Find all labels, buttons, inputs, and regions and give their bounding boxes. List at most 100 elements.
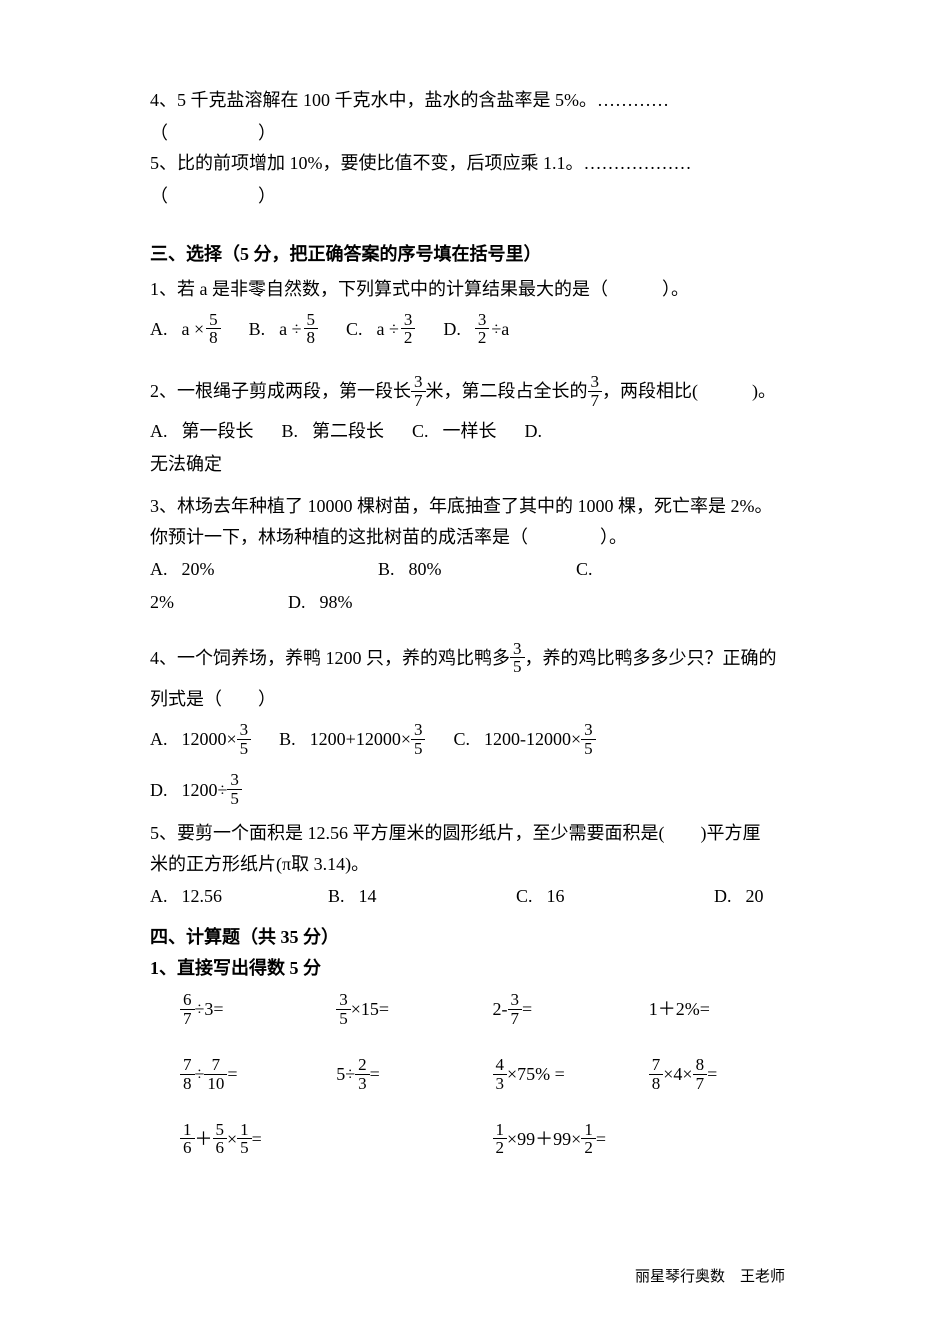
s3-q3-opts: A.20% B.80% C. — [150, 554, 805, 585]
footer-credit: 丽星琴行奥数 王老师 — [635, 1264, 785, 1290]
optA-pre: a × — [182, 314, 205, 345]
d: 2 — [475, 328, 490, 347]
d: 10 — [204, 1074, 227, 1093]
d: 7 — [588, 391, 603, 410]
r2c4: 78 ×4× 87 = — [649, 1056, 805, 1093]
f: 35 — [411, 721, 426, 758]
s3-q1-optB: B. a ÷ 58 — [249, 311, 318, 348]
r2c1: 78 ÷ 710 = — [180, 1056, 336, 1093]
n: 3 — [475, 311, 490, 329]
n: 1 — [180, 1121, 195, 1139]
l: A. — [150, 416, 168, 447]
t: 98% — [320, 587, 353, 618]
d: 2 — [493, 1138, 508, 1157]
p: = — [227, 1059, 237, 1090]
l: C. — [412, 416, 429, 447]
f2: 56 — [213, 1121, 228, 1158]
l: A. — [150, 724, 168, 755]
f1: 16 — [180, 1121, 195, 1158]
worksheet-page: 4、5 千克盐溶解在 100 千克水中，盐水的含盐率是 5%。………… （ ） … — [0, 0, 945, 1337]
pre: 5÷ — [336, 1059, 355, 1090]
p: = — [596, 1124, 606, 1155]
s3-q1: 1、若 a 是非零自然数，下列算式中的计算结果最大的是（ ）。 — [150, 274, 805, 305]
n: 4 — [493, 1056, 508, 1074]
q5-optC: C. 16 — [516, 881, 686, 912]
q2-f2: 37 — [588, 373, 603, 410]
r2c3: 43 ×75% = — [493, 1056, 649, 1093]
optD-frac: 32 — [475, 311, 490, 348]
s3-q3-l2: 你预计一下，林场种植的这批树苗的成活率是（ ）。 — [150, 522, 805, 553]
n: 3 — [508, 991, 523, 1009]
p: = — [370, 1059, 380, 1090]
calc-row-2: 78 ÷ 710 = 5÷ 23 = 43 ×75% = 78 ×4× 87 = — [150, 1056, 805, 1093]
p: 1200÷ — [182, 775, 228, 806]
l: A. — [150, 554, 168, 585]
optA-frac: 58 — [206, 311, 221, 348]
tf-q5-text: 5、比的前项增加 10%，要使比值不变，后项应乘 1.1。……………… — [150, 153, 692, 173]
s3-q1-optD: D. 32 ÷a — [443, 311, 509, 348]
f1: 12 — [493, 1121, 508, 1158]
d: 6 — [180, 1138, 195, 1157]
t: 16 — [547, 881, 565, 912]
label-A: A. — [150, 314, 168, 345]
q3-optD: D.98% — [288, 587, 353, 618]
s3-q3-opts2: 2% D.98% — [150, 587, 805, 618]
t: 第一段长 — [182, 416, 254, 447]
n: 5 — [304, 311, 319, 329]
d: 7 — [411, 391, 426, 410]
tf-q4: 4、5 千克盐溶解在 100 千克水中，盐水的含盐率是 5%。………… — [150, 85, 805, 116]
p: 12000× — [182, 724, 237, 755]
f: 35 — [581, 721, 596, 758]
q2-f1: 37 — [411, 373, 426, 410]
r1c3: 2- 37 = — [493, 991, 649, 1028]
d: 8 — [206, 328, 221, 347]
q4-optD: D. 1200÷35 — [150, 771, 242, 808]
t: 12.56 — [182, 881, 223, 912]
calc-grid: 67 ÷3= 35 ×15= 2- 37 = 1＋2%= 78 ÷ 710 — [150, 991, 805, 1157]
optD-post: ÷a — [491, 314, 509, 345]
q3-optC: C. — [576, 554, 607, 585]
s3-q2-opts: A.第一段长 B.第二段长 C.一样长 D. — [150, 416, 805, 447]
pre: 2- — [493, 994, 508, 1025]
r1c2: 35 ×15= — [336, 991, 492, 1028]
q2-optA: A. 第一段长 — [150, 416, 254, 447]
optC-pre: a ÷ — [377, 314, 399, 345]
s3-q3-l1: 3、林场去年种植了 10000 棵树苗，年底抽查了其中的 1000 棵，死亡率是… — [150, 491, 805, 522]
n: 3 — [581, 721, 596, 739]
optB-pre: a ÷ — [279, 314, 301, 345]
e: 12000×35 — [182, 721, 252, 758]
f2: 12 — [581, 1121, 596, 1158]
d: 2 — [581, 1138, 596, 1157]
q2-post: ，两段相比( )。 — [602, 376, 776, 407]
n: 3 — [336, 991, 351, 1009]
d: 3 — [493, 1074, 508, 1093]
f: 35 — [336, 991, 351, 1028]
f1: 78 — [180, 1056, 195, 1093]
l: B. — [328, 881, 345, 912]
tf-q5-paren: （ ） — [150, 181, 805, 212]
n: 1 — [237, 1121, 252, 1139]
f2: 87 — [693, 1056, 708, 1093]
d: 5 — [336, 1009, 351, 1028]
n: 3 — [510, 640, 525, 658]
s3-q1-opts: A. a × 58 B. a ÷ 58 C. a ÷ 32 D. 32 ÷a — [150, 311, 805, 348]
t: 1＋2%= — [649, 994, 710, 1025]
d: 7 — [180, 1009, 195, 1028]
l: C. — [516, 881, 533, 912]
s3-q4-opts: A. 12000×35 B. 1200+12000×35 C. 1200-120… — [150, 721, 805, 758]
n: 3 — [411, 373, 426, 391]
t: 80% — [409, 554, 442, 585]
q2-optD-lbl: D. — [525, 416, 557, 447]
s3-q4: 4、一个饲养场，养鸭 1200 只，养的鸡比鸭多 35 ，养的鸡比鸭多多少只？正… — [150, 640, 777, 677]
d: 2 — [401, 328, 416, 347]
d: 5 — [510, 657, 525, 676]
s3-q1-optA: A. a × 58 — [150, 311, 221, 348]
optB-expr: a ÷ 58 — [279, 311, 318, 348]
n: 3 — [237, 721, 252, 739]
f2: 710 — [204, 1056, 227, 1093]
f1: 78 — [649, 1056, 664, 1093]
f: 43 — [493, 1056, 508, 1093]
t: 20 — [746, 881, 764, 912]
f: 37 — [508, 991, 523, 1028]
n: 3 — [227, 771, 242, 789]
